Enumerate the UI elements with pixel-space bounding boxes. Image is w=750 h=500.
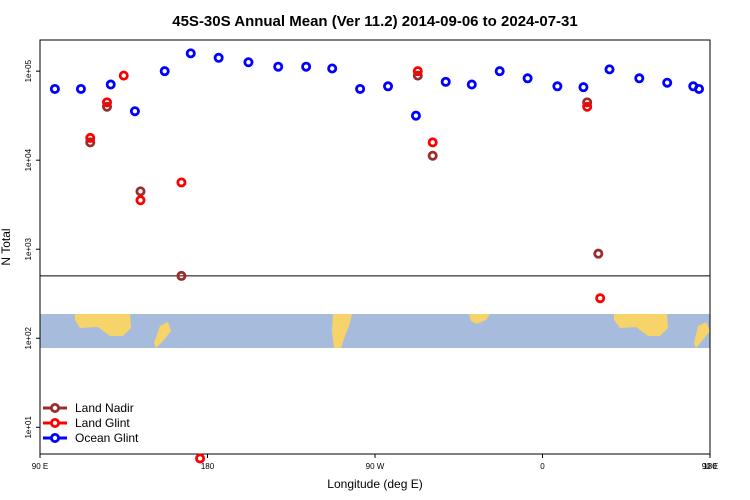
ocean-glint-point	[440, 76, 451, 87]
legend-marker-land-glint	[50, 417, 61, 428]
y-axis-label: N Total	[0, 228, 13, 265]
ocean-glint-point	[578, 82, 589, 93]
land-glint-point	[595, 293, 606, 304]
plot-frame	[39, 39, 711, 455]
x-tick-label: 180	[703, 462, 717, 471]
land-nadir-point	[412, 70, 423, 81]
x-tick-label: 0	[540, 462, 545, 471]
ocean-glint-point	[634, 73, 645, 84]
land-glint-point	[176, 177, 187, 188]
ocean-glint-point	[355, 83, 366, 94]
legend-marker-ocean-glint	[50, 432, 61, 443]
land-glint-point	[582, 101, 593, 112]
data-points	[49, 48, 705, 464]
ocean-glint-point	[273, 61, 284, 72]
ocean-glint-point	[129, 106, 140, 117]
ocean-glint-point	[327, 63, 338, 74]
land-nadir-point	[593, 248, 604, 259]
legend-label-land-nadir: Land Nadir	[75, 401, 134, 415]
ocean-glint-point	[243, 57, 254, 68]
legend-label-ocean-glint: Ocean Glint	[75, 431, 139, 445]
y-tick-label: 1e+05	[24, 59, 33, 82]
chart-title: 45S-30S Annual Mean (Ver 11.2) 2014-09-0…	[172, 13, 578, 30]
ocean-glint-point	[494, 66, 505, 77]
legend-label-land-glint: Land Glint	[75, 416, 130, 430]
map-strip	[40, 314, 710, 348]
x-tick-label: 90 E	[32, 462, 48, 471]
land-nadir-point	[85, 137, 96, 148]
y-tick-label: 1e+01	[24, 416, 33, 439]
y-tick-label: 1e+03	[24, 237, 33, 260]
ocean-glint-point	[604, 64, 615, 75]
ocean-glint-point	[185, 48, 196, 59]
x-tick-label: 180	[201, 462, 215, 471]
ocean-glint-point	[466, 79, 477, 90]
land-glint-point	[102, 97, 113, 108]
africa-landmass	[469, 314, 490, 324]
land-glint-point	[412, 66, 423, 77]
new-zealand-landmass	[154, 322, 171, 348]
land-glint-point	[427, 137, 438, 148]
land-glint-point	[118, 70, 129, 81]
land-glint-point	[195, 453, 206, 464]
land-nadir-point	[582, 97, 593, 108]
ocean-glint-point	[159, 66, 170, 77]
land-nadir-point	[102, 101, 113, 112]
x-tick-label: 90 E	[702, 462, 718, 471]
y-axis: 1e+01 1e+02 1e+03 1e+04 1e+05	[24, 59, 40, 439]
ocean-glint-point	[213, 52, 224, 63]
ocean-glint-point	[552, 81, 563, 92]
ocean-glint-point	[662, 77, 673, 88]
legend-marker-land-nadir	[50, 402, 61, 413]
ocean-glint-point	[522, 73, 533, 84]
y-tick-label: 1e+04	[24, 148, 33, 171]
land-nadir-point	[176, 270, 187, 281]
y-tick-label: 1e+02	[24, 326, 33, 349]
australia-landmass	[75, 314, 131, 336]
land-glint-point	[85, 132, 96, 143]
australia-landmass-repeat	[614, 314, 668, 336]
land-nadir-point	[135, 186, 146, 197]
land-nadir-point	[427, 150, 438, 161]
ocean-glint-point	[694, 83, 705, 94]
ocean-glint-point	[49, 83, 60, 94]
ocean-glint-point	[301, 61, 312, 72]
ocean-band	[40, 314, 710, 348]
ocean-glint-point	[75, 83, 86, 94]
ocean-glint-point	[383, 81, 394, 92]
ocean-glint-point	[410, 110, 421, 121]
ocean-glint-point	[105, 79, 116, 90]
x-tick-label: 90 W	[366, 462, 385, 471]
x-axis-label: Longitude (deg E)	[327, 477, 422, 491]
south-america-landmass	[332, 314, 352, 348]
land-glint-point	[135, 195, 146, 206]
new-zealand-landmass-repeat	[694, 322, 710, 348]
